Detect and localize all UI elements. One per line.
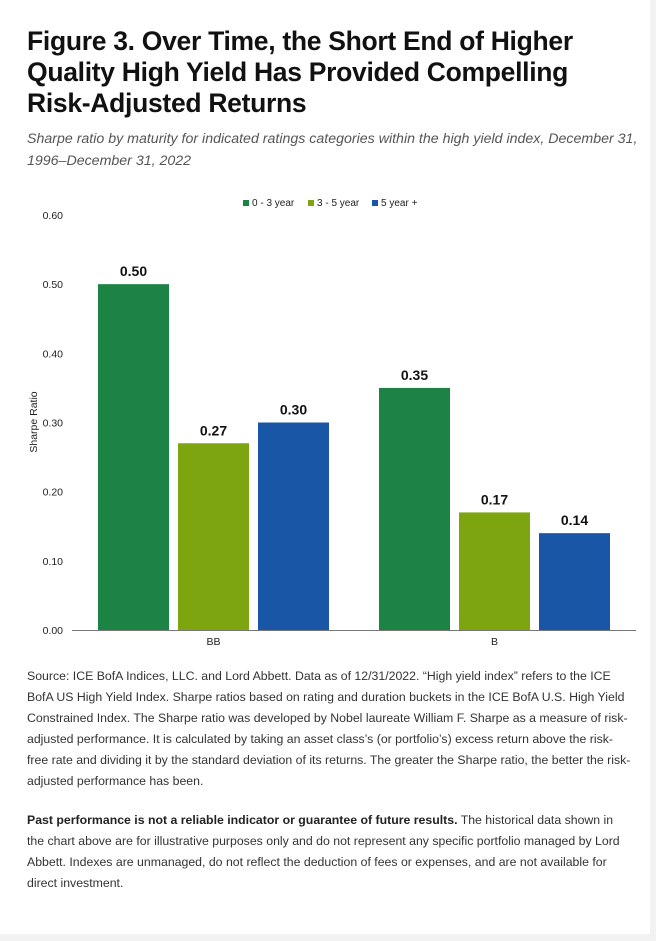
bar-chart: 0.00 0.10 0.20 0.30 0.40 0.50 0.60 Sharpe Ratio… xyxy=(28,198,636,648)
legend-swatch xyxy=(243,200,249,206)
y-tick-label: 0.30 xyxy=(43,418,64,430)
legend-label: 3 - 5 year xyxy=(317,198,360,209)
y-tick-label: 0.50 xyxy=(43,279,64,291)
x-tick-label: BB xyxy=(206,636,220,648)
bar xyxy=(539,533,610,630)
legend-swatch xyxy=(308,200,314,206)
bar xyxy=(178,443,249,630)
data-label: 0.50 xyxy=(120,263,147,279)
disclaimer-text: The historical data shown in the chart a… xyxy=(27,813,620,890)
y-tick-label: 0.20 xyxy=(43,487,64,499)
legend-label: 0 - 3 year xyxy=(252,198,295,209)
y-tick-label: 0.60 xyxy=(43,210,64,222)
bar xyxy=(98,284,169,630)
y-tick-label: 0.00 xyxy=(43,625,64,637)
figure-title: Figure 3. Over Time, the Short End of Hi… xyxy=(27,26,573,118)
y-tick-label: 0.40 xyxy=(43,348,64,360)
disclaimer-bold: Past performance is not a reliable indic… xyxy=(27,813,458,827)
y-axis-title: Sharpe Ratio xyxy=(28,391,40,452)
y-tick-label: 0.10 xyxy=(43,556,64,568)
x-tick-label: B xyxy=(491,636,498,648)
figure-subtitle: Sharpe ratio by maturity for indicated r… xyxy=(27,131,638,169)
legend-label: 5 year + xyxy=(381,198,418,209)
bar xyxy=(258,422,329,630)
data-label: 0.27 xyxy=(200,422,227,438)
data-label: 0.14 xyxy=(561,512,588,528)
bar xyxy=(459,512,530,630)
bar xyxy=(379,387,450,630)
data-label: 0.30 xyxy=(280,402,307,418)
legend-swatch xyxy=(372,200,378,206)
disclaimer-note: Past performance is not a reliable indic… xyxy=(27,810,632,894)
source-note: Source: ICE BofA Indices, LLC. and Lord … xyxy=(27,669,631,788)
data-label: 0.17 xyxy=(481,491,508,507)
data-label: 0.35 xyxy=(401,367,428,383)
